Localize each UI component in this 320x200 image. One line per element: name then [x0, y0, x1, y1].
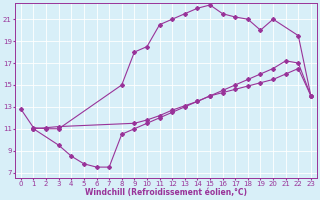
X-axis label: Windchill (Refroidissement éolien,°C): Windchill (Refroidissement éolien,°C)	[85, 188, 247, 197]
